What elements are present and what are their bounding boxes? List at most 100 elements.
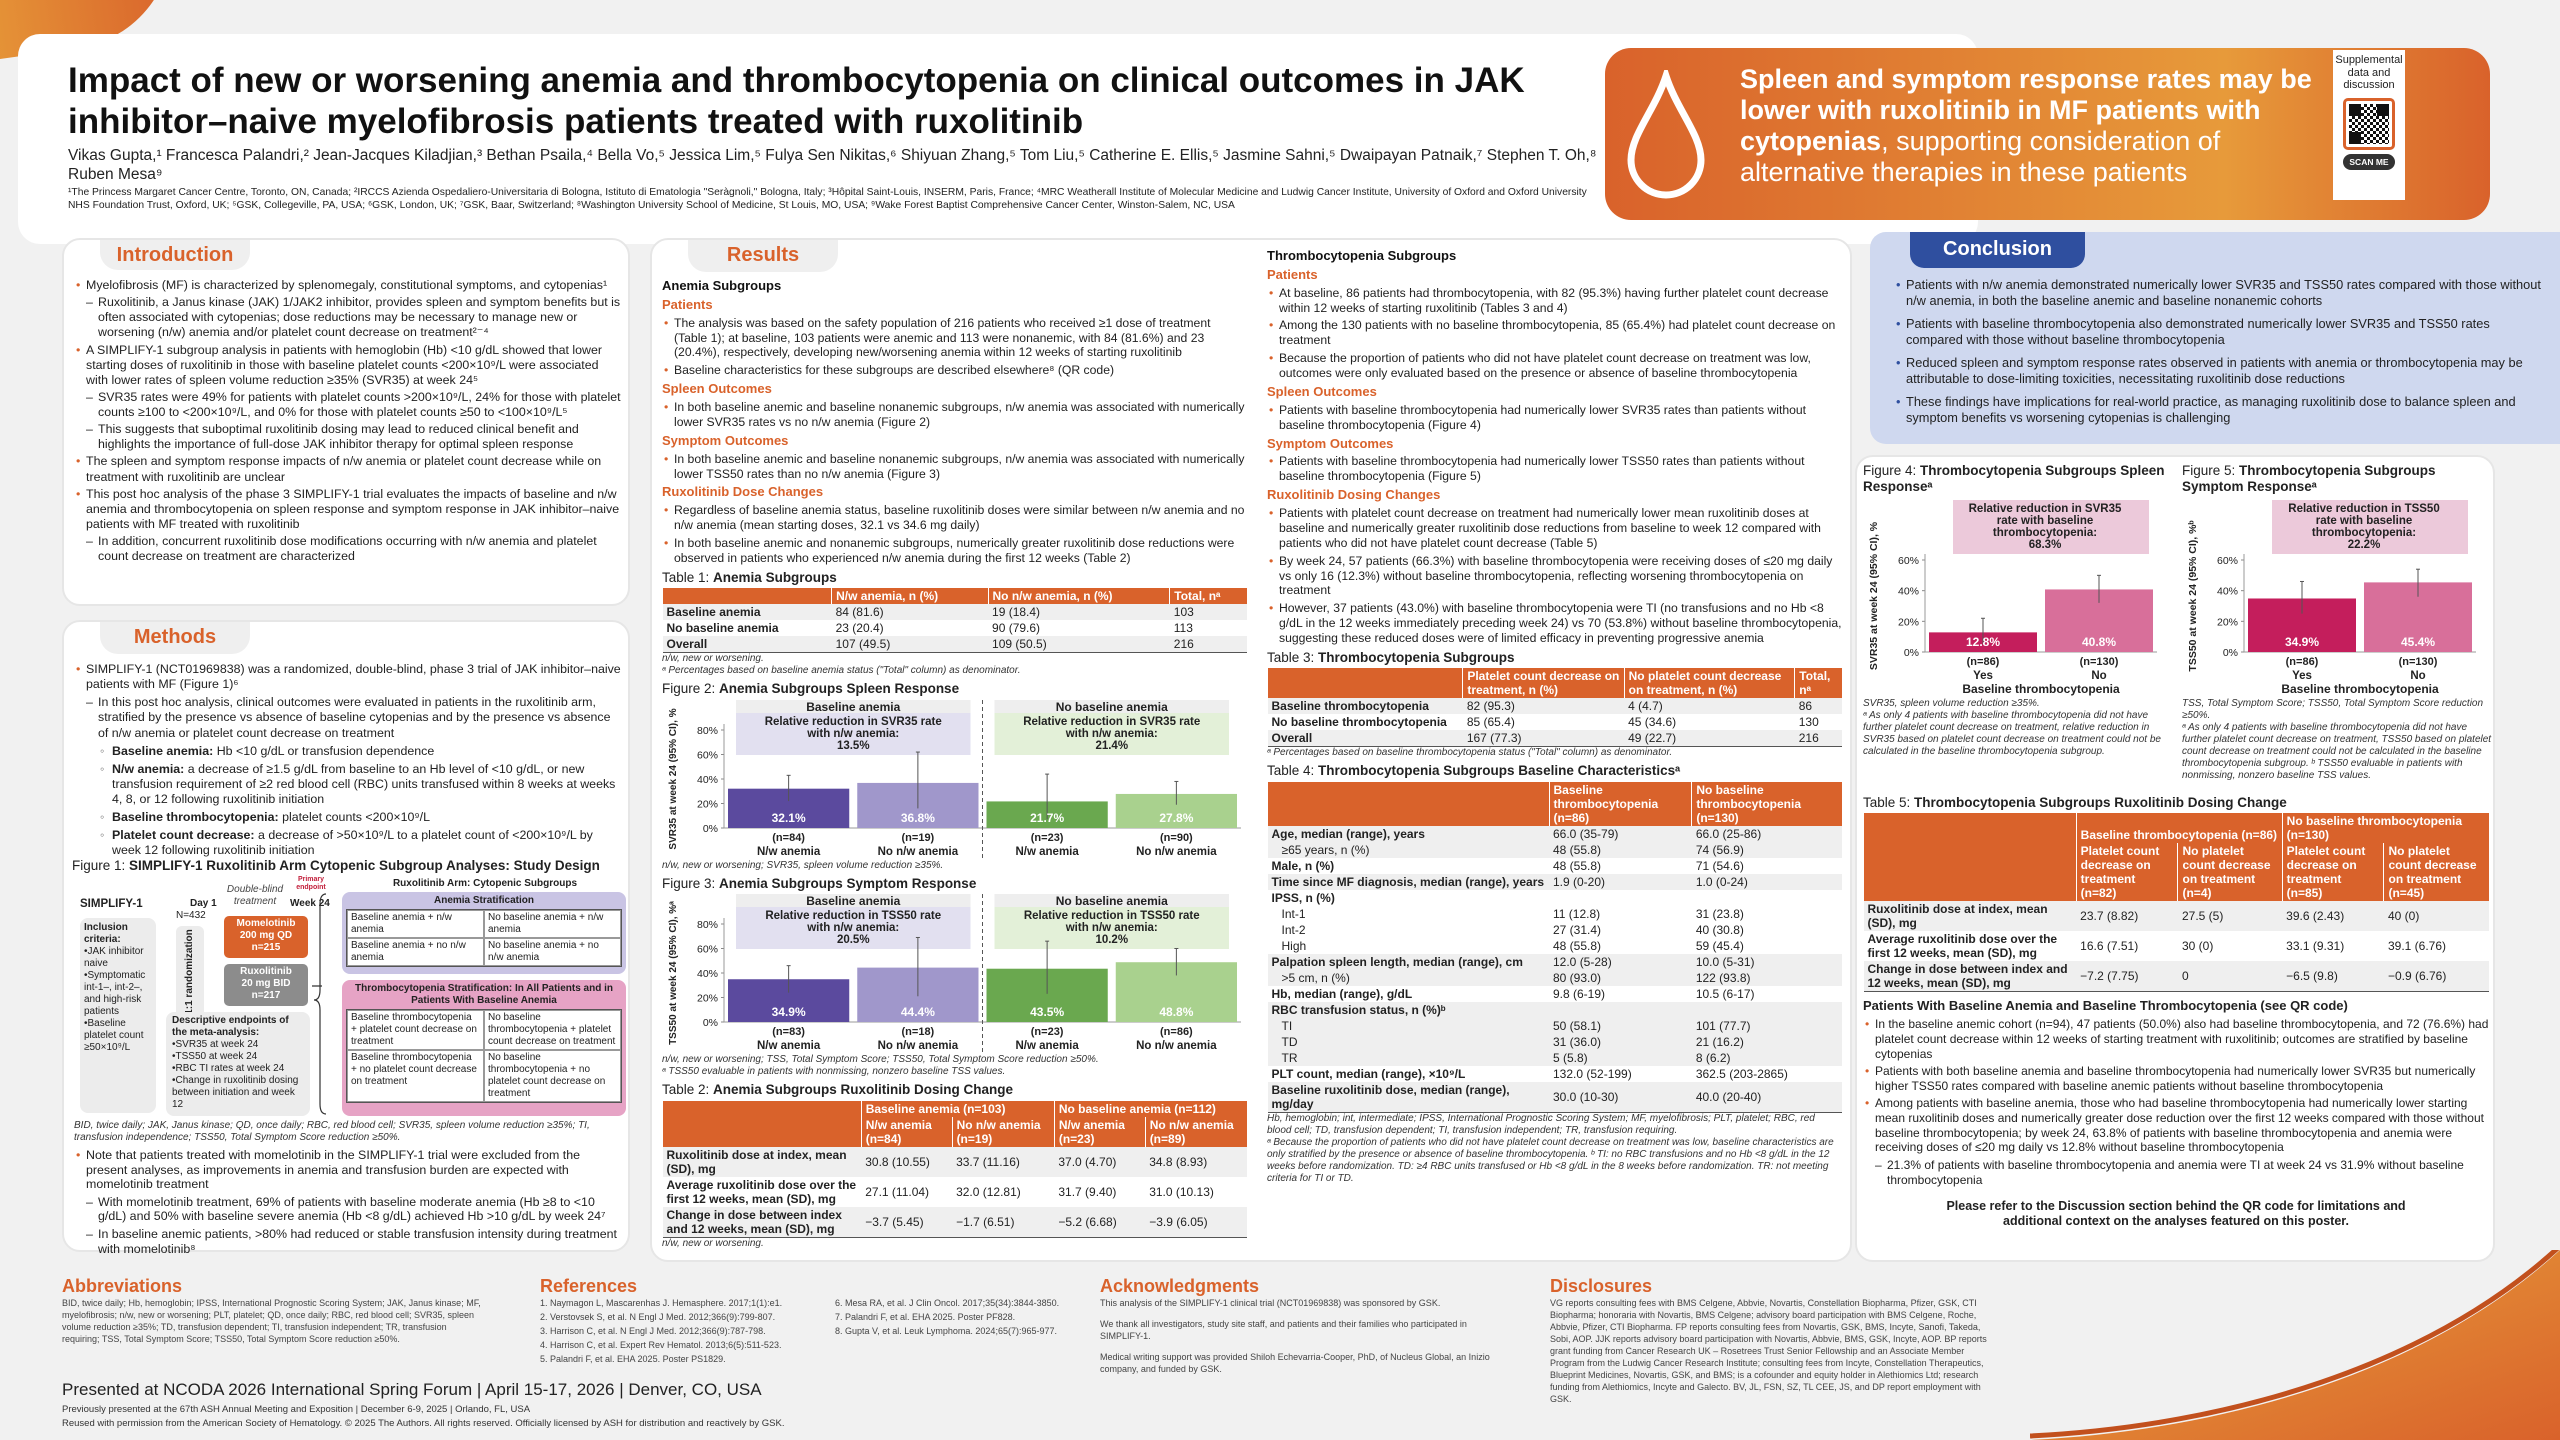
scan-me-badge: SCAN ME [2343,153,2395,170]
group-header: No baseline anemia (n=112) [1053,1100,1247,1117]
qr-code-icon[interactable] [2343,97,2395,150]
bullet-text: SVR35 rates were 49% for patients with p… [98,389,621,419]
col-header: No platelet count decrease on treatment … [2177,843,2283,902]
col-header: No n/w anemia, n (%) [987,588,1170,605]
bullet-text: Patients with baseline thrombocytopenia … [1279,454,1805,484]
row-label: RBC transfusion status, n (%)ᵇ [1267,1001,1549,1018]
bar-category-label: No [2410,670,2425,682]
relative-reduction-text: 20.5% [837,934,870,946]
qr-code-panel[interactable]: Supplemental data and discussion SCAN ME [2333,50,2405,200]
table-cell: 37.0 (4.70) [1054,1146,1146,1177]
arm-dose: 200 mg QD [239,930,293,941]
bullet-text: a decrease of ≥1.5 g/dL from baseline to… [112,761,616,806]
bullet-term: Baseline thrombocytopenia: [112,810,279,825]
week24-label: Week 24 [290,898,330,909]
conclusion-heading: Conclusion [1910,232,2085,268]
abbreviations-heading: Abbreviations [62,1276,183,1296]
bullet-text: 21.3% of patients with baseline thromboc… [1887,1157,2464,1187]
anemia-stratification-box: Anemia Stratification Baseline anemia + … [342,892,626,974]
row-label: High [1281,938,1307,953]
bullet-text: Note that patients treated with momeloti… [86,1148,581,1192]
relative-reduction-box [1953,499,2149,554]
bullet-item: In baseline anemic patients, >80% had re… [74,1227,622,1256]
col-header: Total, nᵃ [1794,668,1842,699]
primary-endpoint-marker: Primary endpoint [296,876,326,891]
table-cell: 216 [1794,730,1842,748]
group-header: Baseline thrombocytopenia (n=86) [2075,813,2283,844]
table-cell: 40.0 (20-40) [1691,1081,1842,1113]
relative-reduction-text: Relative reduction in TSS50 rate [1024,910,1200,922]
col-header: N/w anemia (n=84) [860,1116,953,1147]
strat-cell: No baseline anemia + no n/w anemia [484,938,621,966]
reuse-notice: Reused with permission from the American… [62,1418,785,1429]
subheading: Spleen Outcomes [1267,384,1842,400]
table-cell: 23 (20.4) [835,621,884,636]
table4-title: Table 4: Thrombocytopenia Subgroups Base… [1267,763,1842,779]
thrombocytopenia-stratification-box: Thrombocytopenia Stratification: In All … [342,980,626,1116]
reference-item: 4. Harrison C, et al. Expert Rev Hematol… [540,1340,782,1350]
table-cell: 103 [1169,604,1247,621]
bar-category-label: N/w anemia [1015,1040,1079,1052]
anemia-stratification-title: Anemia Stratification [433,895,535,906]
row-label: IPSS, n (%) [1271,890,1335,905]
table5-thrombo-dosing-change: Baseline thrombocytopenia (n=86) No basel… [1863,813,2489,993]
endpoints-box: Descriptive endpoints of the meta-analys… [166,1012,310,1116]
relative-reduction-text: Relative reduction in SVR35 rate [1023,716,1200,728]
poster-title: Impact of new or worsening anemia and th… [68,61,1525,141]
table-cell: 31 (36.0) [1549,1033,1692,1050]
bar-value-label: 36.8% [901,811,935,825]
y-tick-label: 60% [697,749,718,761]
bar-value-label: 34.9% [772,1005,806,1019]
bar-value-label: 43.5% [1030,1005,1064,1019]
y-tick-label: 20% [1898,616,1919,628]
randomization-label: 1:1 randomization [184,929,195,1015]
row-label: Average ruxolitinib dose over the first … [666,1177,857,1206]
table4-footnote: ᵃ Because the proportion of patients who… [1267,1136,1834,1184]
bullet-text: platelet counts <200×10⁹/L [282,810,430,825]
table-row: Ruxolitinib dose at index, mean (SD), mg… [1863,901,2489,932]
row-label: Palpation spleen length, median (range),… [1267,953,1549,970]
subheading: Ruxolitinib Dose Changes [662,484,1247,500]
bullet-item: However, 37 patients (43.0%) with baseli… [1267,601,1842,646]
bullet-text: Patients with both baseline anemia and b… [1875,1064,2476,1093]
figure-title-text: SIMPLIFY-1 Ruxolitinib Arm Cytopenic Sub… [129,858,600,873]
results-heading: Results [688,240,838,272]
bullet-item: In both baseline anemic and baseline non… [662,452,1247,482]
table-cell: 32.0 (12.81) [956,1184,1021,1199]
reference-item: 5. Palandri F, et al. EHA 2025. Poster P… [540,1354,726,1364]
table-label: Table 1: [662,569,714,585]
row-label: ≥65 years, n (%) [1267,841,1549,858]
subheading: Patients [662,297,1247,313]
y-tick-label: 60% [1898,555,1919,567]
table-cell: 40 (0) [2383,901,2489,932]
bullet-item: Among the 130 patients with no baseline … [1267,318,1842,348]
table1-anemia-subgroups: N/w anemia, n (%) No n/w anemia, n (%) Tot… [661,588,1247,654]
bullet-text: Thrombocytopenia Subgroups [1267,248,1457,263]
row-label: Overall [662,636,832,654]
bullet-text: Patients with baseline thrombocytopenia … [1279,402,1807,432]
bar-category-label: Yes [2292,670,2312,682]
figure1-title: Figure 1: SIMPLIFY-1 Ruxolitinib Arm Cyt… [72,858,632,874]
reference-item: 3. Harrison C, et al. N Engl J Med. 2012… [540,1326,766,1336]
table-row: Baseline anemia 84 (81.6) 19 (18.4) 103 [662,604,1247,621]
group-header-box [736,894,971,908]
x-axis-label: Baseline thrombocytopenia [1962,682,2120,696]
table2-title: Table 2: Anemia Subgroups Ruxolitinib Do… [662,1082,1247,1098]
y-tick-label: 0% [703,1017,718,1029]
table-cell: 74 (56.9) [1691,841,1842,858]
table-row: Int-1 11 (12.8) 31 (23.8) [1268,906,1843,922]
relative-reduction-text: 21.4% [1095,740,1128,752]
bullet-text: a decrease of >50×10⁹/L to a platelet co… [112,828,593,858]
y-axis-label: SVR35 at week 24 (95% CI), % [668,708,679,849]
bar-value-label: 12.8% [1966,635,2000,649]
table-cell: 48 (55.8) [1553,938,1602,953]
table-cell: 39.6 (2.43) [2282,901,2384,932]
row-label: >5 cm, n (%) [1267,969,1549,986]
disclosures-heading: Disclosures [1550,1276,1653,1296]
endpoint-item: •SVR35 at week 24 [172,1039,259,1050]
table-cell [1549,890,1692,906]
bullet-item: At baseline, 86 patients had thrombocyto… [1267,286,1842,316]
figure2-spleen-response-chart: SVR35 at week 24 (95% CI), % 0% 20% 40% 60% 8… [668,699,1241,860]
inclusion-criteria-box: Inclusion criteria: •JAK inhibitor naive… [80,918,156,1113]
bar-value-label: 21.7% [1030,811,1064,825]
